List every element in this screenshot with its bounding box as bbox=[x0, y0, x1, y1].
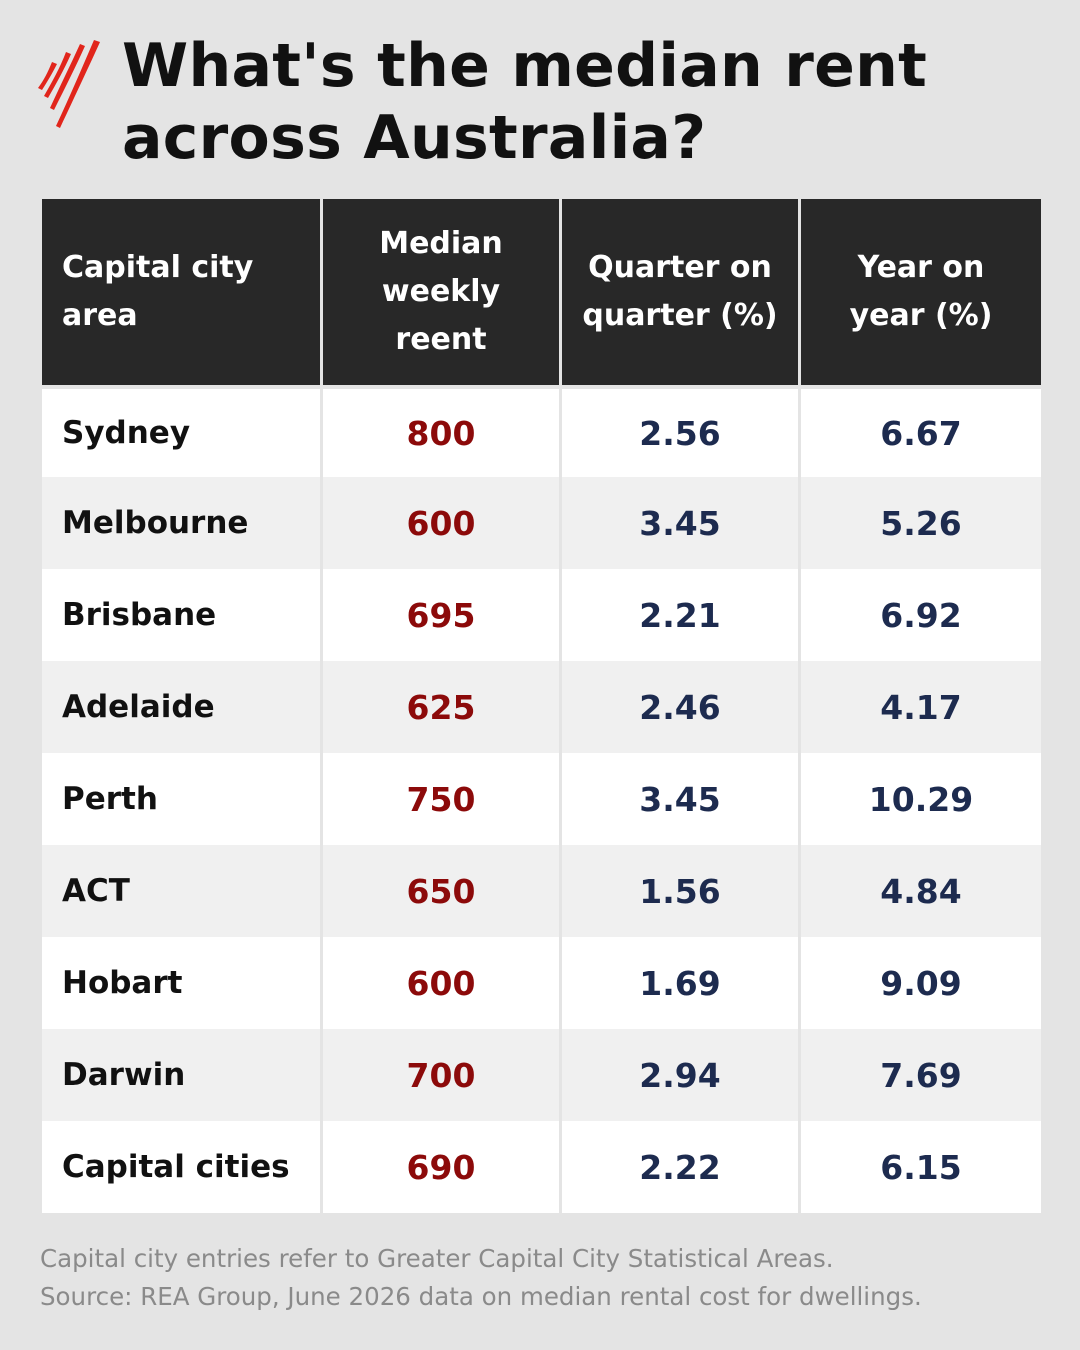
header-median-weekly-rent: Median weekly reent bbox=[323, 199, 562, 385]
table-row: ACT 650 1.56 4.84 bbox=[42, 845, 1041, 937]
header-text-line: weekly bbox=[381, 274, 501, 309]
table-row: Perth 750 3.45 10.29 bbox=[42, 753, 1041, 845]
table-row: Melbourne 600 3.45 5.26 bbox=[42, 477, 1041, 569]
qoq-cell: 1.69 bbox=[562, 937, 801, 1029]
title-line-2: across Australia? bbox=[122, 103, 707, 173]
yoy-cell: 10.29 bbox=[801, 753, 1041, 845]
header-text-line: quarter (%) bbox=[582, 298, 778, 333]
yoy-cell: 6.67 bbox=[801, 385, 1041, 477]
rent-cell: 600 bbox=[323, 937, 562, 1029]
city-cell: Melbourne bbox=[42, 477, 323, 569]
table-row: Sydney 800 2.56 6.67 bbox=[42, 385, 1041, 477]
yoy-cell: 9.09 bbox=[801, 937, 1041, 1029]
title-line-1: What's the median rent bbox=[122, 31, 928, 101]
city-cell: Hobart bbox=[42, 937, 323, 1029]
qoq-cell: 2.94 bbox=[562, 1029, 801, 1121]
yoy-cell: 6.92 bbox=[801, 569, 1041, 661]
yoy-cell: 4.17 bbox=[801, 661, 1041, 753]
table-row: Capital cities 690 2.22 6.15 bbox=[42, 1121, 1041, 1213]
rent-cell: 695 bbox=[323, 569, 562, 661]
rent-cell: 750 bbox=[323, 753, 562, 845]
footnote: Capital city entries refer to Greater Ca… bbox=[40, 1240, 1050, 1316]
table-row: Hobart 600 1.69 9.09 bbox=[42, 937, 1041, 1029]
page-title: What's the median rent across Australia? bbox=[122, 30, 1042, 174]
footnote-definition: Capital city entries refer to Greater Ca… bbox=[40, 1244, 834, 1273]
qoq-cell: 2.21 bbox=[562, 569, 801, 661]
header-text-line: year (%) bbox=[849, 298, 993, 333]
qoq-cell: 3.45 bbox=[562, 477, 801, 569]
header-text-line: Capital city bbox=[62, 250, 254, 285]
rent-table: Capital city area Median weekly reent Qu… bbox=[42, 199, 1041, 1213]
rent-cell: 650 bbox=[323, 845, 562, 937]
yoy-cell: 6.15 bbox=[801, 1121, 1041, 1213]
footnote-source: Source: REA Group, June 2026 data on med… bbox=[40, 1282, 922, 1311]
yoy-cell: 7.69 bbox=[801, 1029, 1041, 1121]
header-text-line: Quarter on bbox=[588, 250, 772, 285]
qoq-cell: 3.45 bbox=[562, 753, 801, 845]
header-text-line: area bbox=[62, 298, 138, 333]
header-text-line: Median bbox=[379, 226, 503, 261]
table-row: Brisbane 695 2.21 6.92 bbox=[42, 569, 1041, 661]
rent-cell: 600 bbox=[323, 477, 562, 569]
qoq-cell: 2.56 bbox=[562, 385, 801, 477]
qoq-cell: 2.22 bbox=[562, 1121, 801, 1213]
qoq-cell: 1.56 bbox=[562, 845, 801, 937]
yoy-cell: 5.26 bbox=[801, 477, 1041, 569]
city-cell: Sydney bbox=[42, 385, 323, 477]
rent-cell: 690 bbox=[323, 1121, 562, 1213]
header-quarter-on-quarter: Quarter on quarter (%) bbox=[562, 199, 801, 385]
yoy-cell: 4.84 bbox=[801, 845, 1041, 937]
table-row: Darwin 700 2.94 7.69 bbox=[42, 1029, 1041, 1121]
city-cell: Brisbane bbox=[42, 569, 323, 661]
sbs-logo-icon bbox=[38, 40, 100, 128]
rent-cell: 700 bbox=[323, 1029, 562, 1121]
rent-cell: 800 bbox=[323, 385, 562, 477]
header-text-line: reent bbox=[395, 322, 487, 357]
rent-cell: 625 bbox=[323, 661, 562, 753]
city-cell: Adelaide bbox=[42, 661, 323, 753]
header-text-line: Year on bbox=[857, 250, 985, 285]
header-year-on-year: Year on year (%) bbox=[801, 199, 1041, 385]
city-cell: Perth bbox=[42, 753, 323, 845]
table-row: Adelaide 625 2.46 4.17 bbox=[42, 661, 1041, 753]
city-cell: Darwin bbox=[42, 1029, 323, 1121]
header-capital-city-area: Capital city area bbox=[42, 199, 323, 385]
qoq-cell: 2.46 bbox=[562, 661, 801, 753]
city-cell: ACT bbox=[42, 845, 323, 937]
city-cell: Capital cities bbox=[42, 1121, 323, 1213]
table-header-row: Capital city area Median weekly reent Qu… bbox=[42, 199, 1041, 385]
